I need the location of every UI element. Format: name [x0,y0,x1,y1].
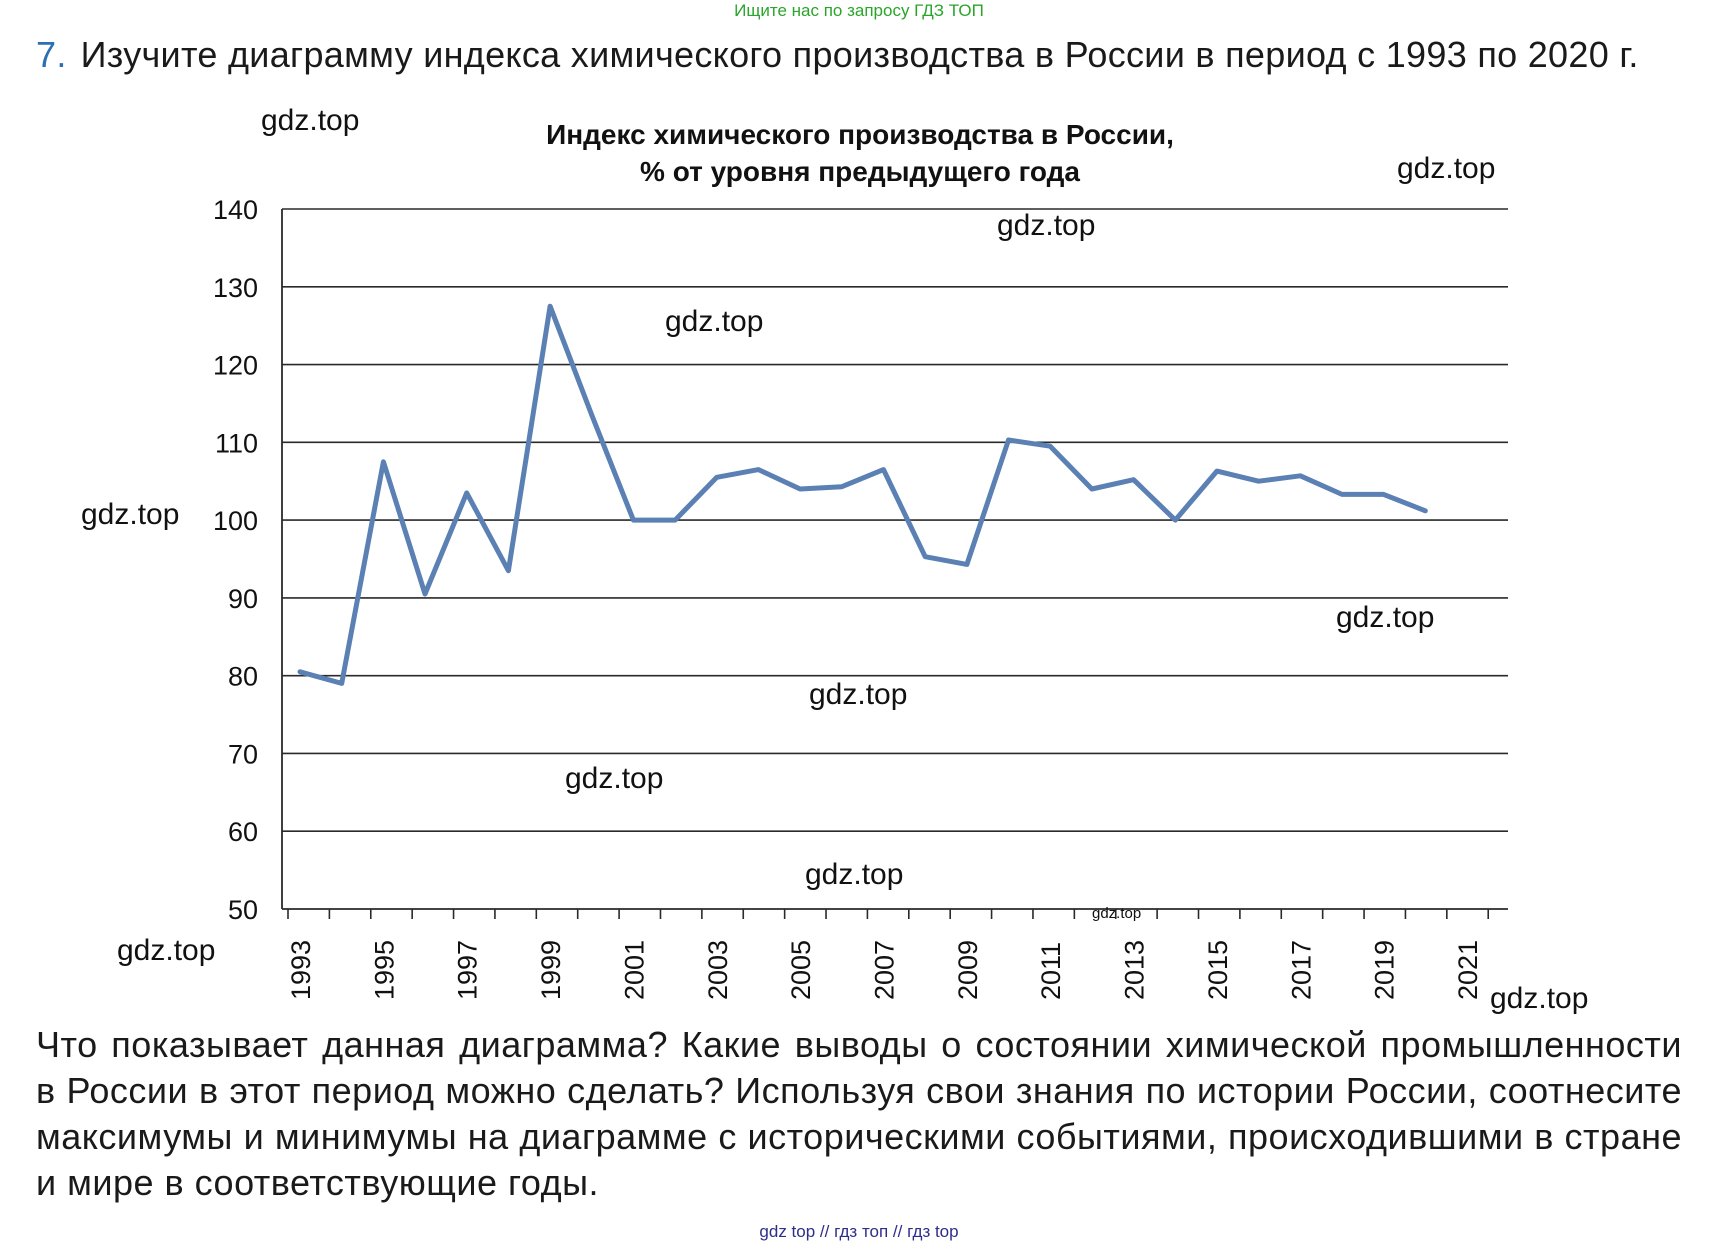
x-tick-label: 2009 [953,940,983,1000]
y-tick-label: 140 [213,195,258,225]
data-point [423,592,427,596]
x-tick-label: 2007 [870,940,900,1000]
data-point [882,468,885,472]
data-point [673,518,677,522]
x-tick-label: 1995 [369,940,399,1000]
x-tick-label: 2015 [1203,940,1233,1000]
y-tick-label: 130 [213,273,258,303]
data-point [506,569,510,573]
chart: Индекс химического производства в России… [213,119,1508,1000]
watermark: gdz.top [1490,982,1589,1015]
data-point [1007,438,1011,442]
task-text: 7. Изучите диаграмму индекса химического … [36,32,1686,78]
x-tick-label: 2003 [703,940,733,1000]
watermark: gdz.top [809,678,908,711]
watermark: gdz.top [81,498,180,531]
data-point [548,304,552,308]
watermark: gdz.top [1092,905,1142,922]
footer-links[interactable]: gdz top // гдз топ // гдз top [759,1222,959,1241]
y-tick-label: 60 [228,817,258,847]
y-tick-label: 90 [228,584,258,614]
series-line [297,303,1428,686]
data-point [1132,478,1136,482]
data-point [1048,444,1052,448]
x-tick-label: 2001 [619,940,649,1000]
watermark: gdz.top [1397,152,1496,185]
watermark: gdz.top [665,305,764,338]
data-point [631,518,635,522]
x-tick-label: 2013 [1120,940,1150,1000]
data-point [965,562,969,566]
watermark: gdz.top [261,104,360,137]
task-body: Изучите диаграмму индекса химического пр… [80,34,1639,75]
data-point [798,487,802,491]
y-tick-label: 80 [228,662,258,692]
question-text: Что показывает данная диаграмма? Какие в… [36,1024,1682,1203]
watermark: gdz.top [565,762,664,795]
watermark: gdz.top [1336,601,1435,634]
y-tick-label: 70 [228,739,258,769]
data-point [1257,479,1261,483]
data-point [340,681,344,685]
data-point [923,555,927,559]
data-point [840,485,844,489]
data-point [465,491,469,495]
y-tick-label: 120 [213,351,258,381]
watermark: gdz.top [117,934,216,967]
x-tick-label: 2021 [1453,940,1483,1000]
data-point [756,468,760,472]
watermark: gdz.top [997,209,1096,242]
y-tick-label: 100 [213,506,258,536]
data-point [1423,509,1427,513]
data-point [298,670,302,674]
y-tick-label: 110 [215,428,258,458]
data-point [1382,492,1386,496]
data-point [1215,469,1219,473]
chart-title-line1: Индекс химического производства в России… [546,119,1174,150]
data-point [1298,474,1302,478]
data-point [715,475,719,479]
x-tick-label: 1999 [536,940,566,1000]
watermark: gdz.top [805,858,904,891]
chart-title-line2: % от уровня предыдущего года [640,156,1080,187]
data-point [1090,487,1094,491]
x-tick-label: 2011 [1036,942,1066,1000]
x-tick-label: 1993 [286,940,316,1000]
data-point [1173,518,1177,522]
data-point [590,413,594,417]
data-point [1340,492,1344,496]
x-tick-label: 2017 [1286,940,1316,1000]
x-tick-label: 1997 [453,940,483,1000]
task-number: 7. [36,34,67,75]
search-banner[interactable]: Ищите нас по запросу ГДЗ ТОП [734,1,984,20]
y-tick-label: 50 [228,895,258,925]
x-tick-label: 2005 [786,940,816,1000]
data-point [381,460,385,464]
x-tick-label: 2019 [1370,940,1400,1000]
